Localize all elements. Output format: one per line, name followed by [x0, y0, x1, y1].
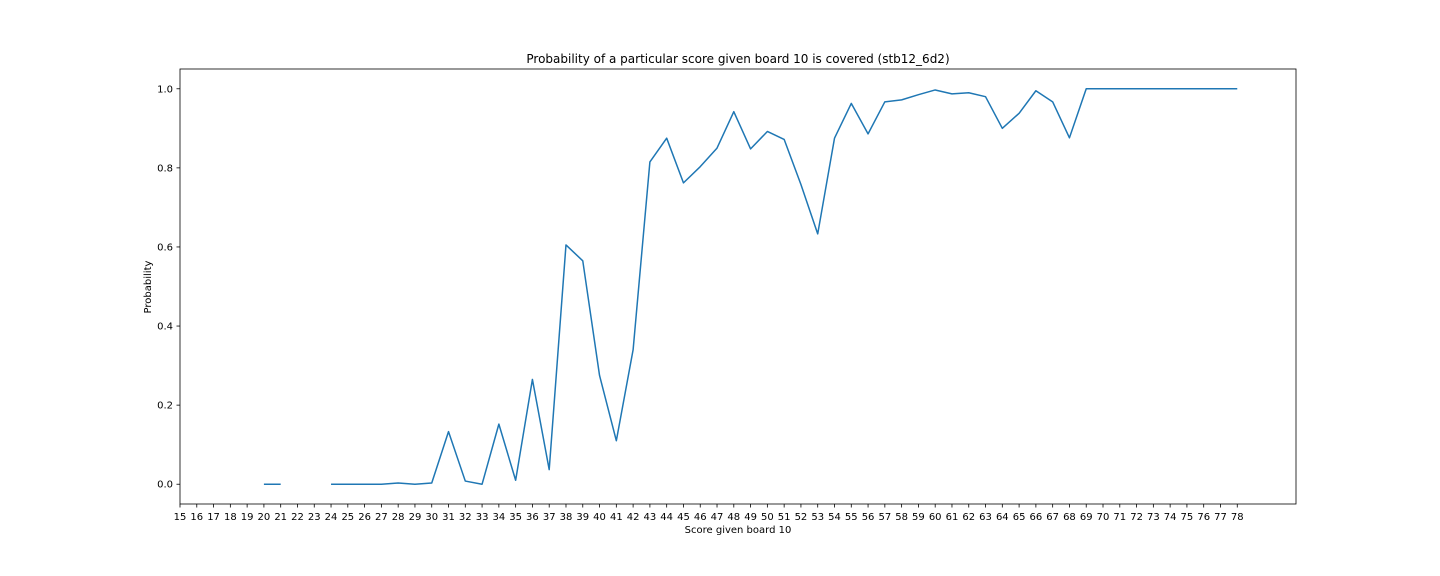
x-tick-label: 34 [492, 512, 505, 523]
x-tick-label: 64 [996, 512, 1009, 523]
x-tick-label: 26 [358, 512, 371, 523]
x-tick-label: 25 [341, 512, 354, 523]
x-tick-label: 27 [375, 512, 388, 523]
x-tick-label: 48 [727, 512, 740, 523]
x-tick-label: 70 [1097, 512, 1110, 523]
x-tick-label: 63 [979, 512, 992, 523]
x-axis-title: Score given board 10 [685, 525, 792, 536]
x-tick-label: 21 [274, 512, 287, 523]
x-tick-label: 67 [1046, 512, 1059, 523]
x-tick-label: 53 [811, 512, 824, 523]
x-tick-label: 40 [593, 512, 606, 523]
chart-title: Probability of a particular score given … [526, 52, 949, 66]
x-tick-label: 28 [392, 512, 405, 523]
x-tick-label: 18 [224, 512, 237, 523]
x-tick-label: 36 [526, 512, 539, 523]
x-tick-label: 23 [308, 512, 321, 523]
x-tick-label: 42 [627, 512, 640, 523]
x-tick-label: 58 [895, 512, 908, 523]
x-axis: 15 16 17 18 19 20 21 22 23 24 25 26 27 28 29 30 31 32 33 34… [174, 504, 1244, 523]
x-tick-label: 17 [207, 512, 220, 523]
x-tick-label: 69 [1080, 512, 1093, 523]
x-tick-label: 54 [828, 512, 841, 523]
x-tick-label: 30 [425, 512, 438, 523]
x-tick-label: 46 [694, 512, 707, 523]
x-tick-label: 35 [509, 512, 522, 523]
x-tick-label: 68 [1063, 512, 1076, 523]
y-axis: 0.0 0.2 0.4 0.6 0.8 1.0 [157, 84, 180, 491]
x-tick-label: 20 [258, 512, 271, 523]
x-tick-label: 19 [241, 512, 254, 523]
plot-area [180, 69, 1296, 504]
x-tick-label: 16 [190, 512, 203, 523]
x-tick-label: 59 [912, 512, 925, 523]
x-tick-label: 57 [878, 512, 891, 523]
x-tick-label: 29 [409, 512, 422, 523]
x-tick-label: 76 [1197, 512, 1210, 523]
y-tick-label: 0.2 [157, 401, 173, 412]
x-tick-label: 39 [576, 512, 589, 523]
x-tick-label: 66 [1030, 512, 1043, 523]
x-tick-label: 15 [174, 512, 187, 523]
x-tick-label: 75 [1181, 512, 1194, 523]
y-tick-label: 0.4 [157, 322, 173, 333]
x-tick-label: 43 [644, 512, 657, 523]
x-tick-label: 41 [610, 512, 623, 523]
x-tick-label: 45 [677, 512, 690, 523]
x-tick-label: 31 [442, 512, 455, 523]
y-tick-label: 1.0 [157, 84, 173, 95]
x-tick-label: 50 [761, 512, 774, 523]
x-tick-label: 71 [1113, 512, 1126, 523]
x-tick-label: 32 [459, 512, 472, 523]
x-tick-label: 61 [946, 512, 959, 523]
x-tick-label: 74 [1164, 512, 1177, 523]
x-tick-label: 52 [795, 512, 808, 523]
x-tick-label: 65 [1013, 512, 1026, 523]
x-tick-label: 73 [1147, 512, 1160, 523]
x-tick-label: 22 [291, 512, 304, 523]
x-tick-label: 51 [778, 512, 791, 523]
x-tick-label: 47 [711, 512, 724, 523]
x-tick-label: 38 [560, 512, 573, 523]
x-tick-label: 37 [543, 512, 556, 523]
x-tick-label: 44 [660, 512, 673, 523]
y-axis-title: Probability [143, 260, 154, 313]
x-tick-label: 60 [929, 512, 942, 523]
x-tick-label: 78 [1231, 512, 1244, 523]
y-tick-label: 0.6 [157, 242, 173, 253]
x-tick-label: 77 [1214, 512, 1227, 523]
y-tick-label: 0.0 [157, 480, 173, 491]
series-line [263, 88, 1238, 485]
x-tick-label: 55 [845, 512, 858, 523]
x-tick-label: 49 [744, 512, 757, 523]
x-tick-label: 33 [476, 512, 489, 523]
x-tick-label: 62 [962, 512, 975, 523]
plot-frame [179, 68, 1297, 505]
x-tick-label: 72 [1130, 512, 1143, 523]
x-tick-label: 24 [325, 512, 338, 523]
x-tick-label: 56 [862, 512, 875, 523]
y-tick-label: 0.8 [157, 163, 173, 174]
